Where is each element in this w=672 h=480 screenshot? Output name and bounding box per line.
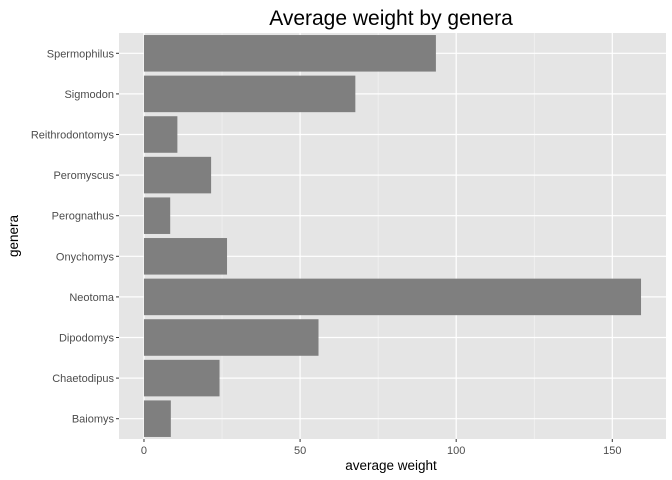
y-tick-label: Chaetodipus	[52, 373, 114, 385]
bar	[143, 359, 220, 397]
x-axis: 0 50 100 150	[141, 439, 621, 457]
y-tick-label: Spermophilus	[47, 48, 115, 60]
y-tick-label: Perognathus	[52, 211, 115, 223]
y-tick-label: Baiomys	[72, 414, 115, 426]
y-tick-label: Sigmodon	[64, 89, 114, 101]
bar	[143, 319, 319, 356]
bar	[143, 75, 356, 113]
bar	[143, 116, 178, 153]
chart-title: Average weight by genera	[269, 7, 513, 30]
bar	[143, 35, 436, 72]
bar	[143, 400, 171, 437]
x-tick-label: 150	[603, 445, 621, 457]
y-tick-label: Onychomys	[56, 251, 115, 263]
x-tick-label: 0	[141, 445, 147, 457]
x-tick-label: 100	[447, 445, 465, 457]
y-axis-title: genera	[6, 214, 21, 257]
y-tick-label: Reithrodontomys	[31, 130, 115, 142]
bar	[143, 238, 228, 275]
y-tick-label: Dipodomys	[59, 333, 115, 345]
y-tick-label: Peromyscus	[53, 170, 114, 182]
bar	[143, 197, 171, 234]
x-tick-label: 50	[294, 445, 306, 457]
bars	[143, 35, 642, 437]
bar	[143, 278, 642, 316]
y-axis: Baiomys Chaetodipus Dipodomys Neotoma Onycho…	[31, 48, 119, 426]
y-tick-label: Neotoma	[69, 292, 115, 304]
bar	[143, 156, 212, 194]
x-axis-title: average weight	[345, 458, 437, 473]
